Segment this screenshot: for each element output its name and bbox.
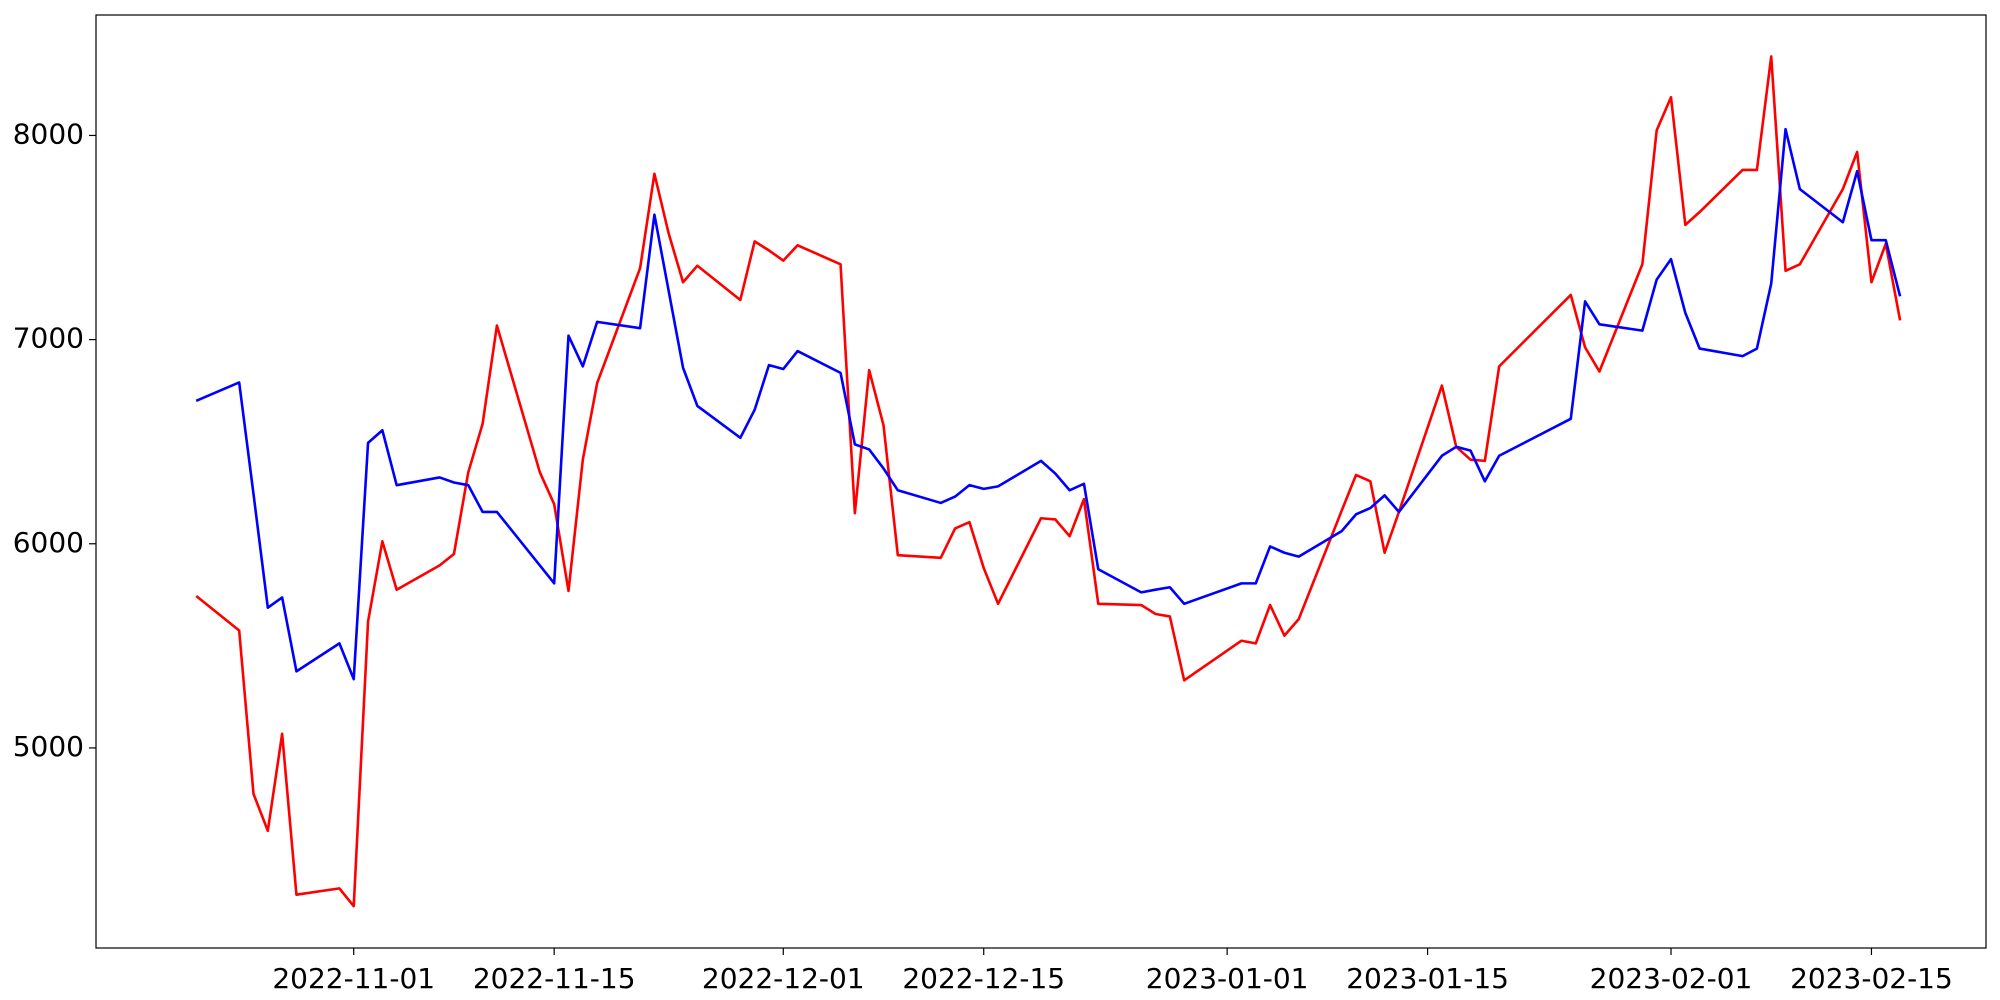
x-tick-label: 2023-01-15: [1346, 962, 1509, 995]
x-tick-label: 2023-02-01: [1590, 962, 1753, 995]
y-tick-label: 5000: [13, 730, 84, 763]
x-tick-label: 2023-01-01: [1146, 962, 1309, 995]
y-tick-label: 8000: [13, 117, 84, 150]
y-tick-label: 7000: [13, 322, 84, 355]
x-tick-label: 2022-12-01: [702, 962, 865, 995]
plot-frame: [95, 14, 1987, 949]
x-tick-label: 2022-11-01: [272, 962, 435, 995]
y-tick-label: 6000: [13, 526, 84, 559]
data-line: [195, 55, 1902, 908]
x-tick-label: 2022-11-15: [473, 962, 636, 995]
x-tick-label: 2023-02-15: [1790, 962, 1953, 995]
data-line: [195, 127, 1902, 681]
x-tick-label: 2022-12-15: [902, 962, 1065, 995]
